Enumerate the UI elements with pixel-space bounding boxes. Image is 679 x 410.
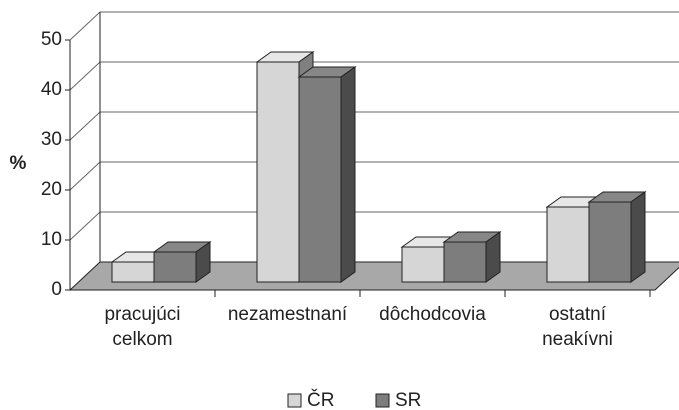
legend-swatch bbox=[375, 393, 390, 408]
y-tick-label: 50 bbox=[41, 29, 62, 50]
bar-side bbox=[340, 66, 356, 283]
legend-swatch bbox=[287, 393, 302, 408]
bar-front bbox=[111, 261, 155, 283]
grid-line bbox=[69, 61, 679, 91]
y-tick-label: 40 bbox=[41, 79, 62, 100]
grid-line bbox=[69, 11, 679, 41]
grid-line bbox=[69, 111, 679, 141]
legend-label: ČR bbox=[307, 389, 334, 410]
y-tick-label: 10 bbox=[41, 229, 62, 250]
y-tick-label: 0 bbox=[51, 279, 62, 300]
bar-side bbox=[485, 231, 501, 283]
y-tick-label: 30 bbox=[41, 129, 62, 150]
bar-front bbox=[256, 61, 300, 283]
grid-line bbox=[69, 161, 679, 191]
bar-front bbox=[401, 246, 445, 283]
bar-side bbox=[630, 191, 646, 283]
legend-label: SR bbox=[395, 390, 421, 410]
y-axis-label: % bbox=[10, 153, 27, 174]
x-tick-label: pracujúci celkom bbox=[104, 304, 181, 350]
bar-side bbox=[195, 241, 211, 283]
x-tick-label: nezamestnaní bbox=[227, 304, 348, 325]
x-tick-label: dôchodcovia bbox=[379, 304, 486, 325]
bar-front bbox=[298, 76, 342, 283]
y-tick-label: 20 bbox=[41, 179, 62, 200]
bar-front bbox=[546, 206, 590, 283]
floor bbox=[68, 261, 679, 291]
bar-front bbox=[153, 251, 197, 283]
bar-front bbox=[443, 241, 487, 283]
bar-front bbox=[588, 201, 632, 283]
x-tick-label: ostatní neakívni bbox=[542, 304, 613, 350]
